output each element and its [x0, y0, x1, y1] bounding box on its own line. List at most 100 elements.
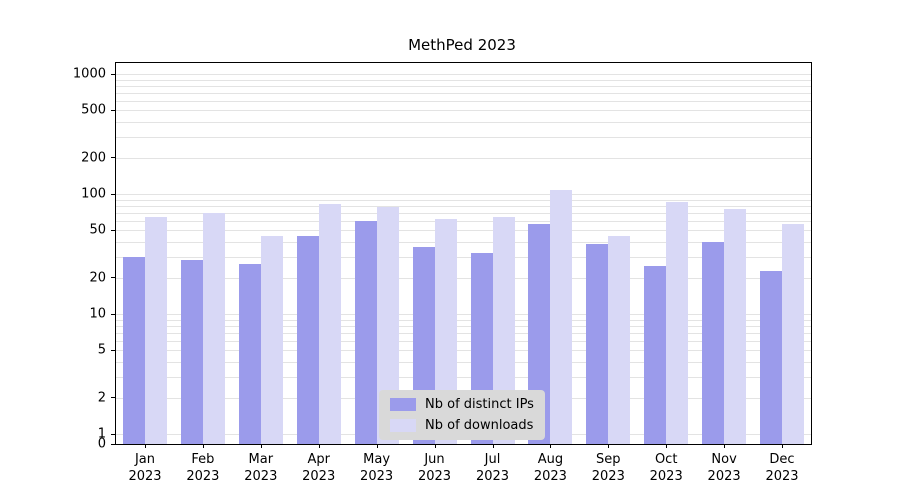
gridline — [116, 92, 811, 94]
gridline — [116, 256, 811, 258]
y-tick-label: 0 — [97, 436, 106, 452]
bar-downloads — [260, 235, 283, 444]
x-tick-mark — [782, 444, 783, 448]
x-tick-label: Sep 2023 — [591, 452, 625, 484]
gridline — [116, 85, 811, 87]
x-tick-label: Oct 2023 — [649, 452, 683, 484]
x-tick-label: Mar 2023 — [244, 452, 278, 484]
y-tick-label: 1000 — [72, 66, 106, 82]
legend: Nb of distinct IPs Nb of downloads — [379, 390, 545, 440]
y-tick-mark — [111, 313, 115, 315]
legend-row-downloads: Nb of downloads — [390, 418, 534, 433]
gridline — [116, 212, 811, 214]
x-tick-mark — [260, 444, 262, 448]
bar-downloads — [202, 213, 225, 444]
y-tick-mark — [111, 193, 115, 195]
y-tick-label: 500 — [81, 102, 106, 118]
x-tick-label: Jan 2023 — [128, 452, 162, 484]
x-tick-mark — [550, 444, 552, 448]
bar-distinct-ips — [644, 266, 667, 444]
bar-downloads — [550, 190, 573, 444]
bar-downloads — [608, 235, 631, 444]
y-tick-mark — [111, 109, 115, 111]
x-tick-mark — [492, 444, 494, 448]
bar-distinct-ips — [702, 241, 725, 444]
x-tick-mark — [608, 444, 610, 448]
gridline — [116, 121, 811, 123]
bar-distinct-ips — [123, 256, 145, 444]
x-tick-mark — [145, 444, 146, 448]
y-tick-mark — [111, 443, 115, 445]
y-tick-label: 10 — [89, 306, 106, 322]
gridline — [116, 74, 811, 75]
x-tick-label: Nov 2023 — [707, 452, 741, 484]
gridline — [116, 361, 811, 363]
gridline — [116, 319, 811, 321]
legend-label-distinct-ips: Nb of distinct IPs — [425, 397, 534, 412]
bar-distinct-ips — [296, 235, 319, 444]
y-tick-label: 5 — [97, 342, 106, 358]
gridline — [116, 340, 811, 342]
y-tick-mark — [111, 157, 115, 159]
bar-downloads — [492, 217, 515, 444]
chart-title: MethPed 2023 — [408, 36, 516, 54]
x-tick-mark — [666, 444, 668, 448]
gridline — [116, 241, 811, 243]
y-tick-label: 50 — [89, 222, 106, 238]
gridline — [116, 157, 811, 159]
x-tick-label: Dec 2023 — [765, 452, 799, 484]
gridline — [116, 230, 811, 232]
y-tick-label: 100 — [81, 186, 106, 202]
y-tick-label: 20 — [89, 270, 106, 286]
gridline — [116, 332, 811, 334]
bar-downloads — [434, 218, 457, 444]
gridline — [116, 376, 811, 378]
bar-distinct-ips — [586, 244, 609, 444]
legend-row-distinct-ips: Nb of distinct IPs — [390, 397, 534, 412]
bar-downloads — [318, 204, 341, 444]
bar-downloads — [145, 216, 167, 444]
y-tick-mark — [111, 73, 115, 75]
gridline — [116, 136, 811, 138]
gridline — [116, 199, 811, 201]
gridline — [116, 220, 811, 222]
gridline — [116, 194, 811, 195]
bar-downloads — [724, 209, 747, 444]
legend-label-downloads: Nb of downloads — [425, 418, 534, 433]
bar-downloads — [666, 201, 689, 444]
x-tick-label: Aug 2023 — [533, 452, 567, 484]
gridline — [116, 350, 811, 352]
gridline — [116, 79, 811, 81]
x-tick-mark — [724, 444, 726, 448]
legend-swatch-downloads — [390, 419, 416, 432]
y-tick-mark — [111, 397, 115, 399]
y-tick-label: 200 — [81, 150, 106, 166]
gridline — [116, 277, 811, 279]
x-tick-mark — [434, 444, 436, 448]
x-tick-mark — [318, 444, 320, 448]
bar-distinct-ips — [180, 260, 203, 444]
y-tick-mark — [111, 277, 115, 279]
bar-distinct-ips — [760, 270, 782, 444]
bar-distinct-ips — [528, 224, 551, 444]
x-tick-label: Apr 2023 — [302, 452, 336, 484]
legend-swatch-distinct-ips — [390, 398, 416, 411]
x-tick-label: Jun 2023 — [417, 452, 452, 484]
x-tick-mark — [376, 444, 378, 448]
gridline — [116, 325, 811, 327]
bar-downloads — [782, 224, 804, 444]
x-tick-mark — [202, 444, 204, 448]
x-tick-label: Feb 2023 — [186, 452, 220, 484]
bar-distinct-ips — [238, 264, 261, 444]
gridline — [116, 100, 811, 102]
y-tick-label: 1 — [97, 426, 106, 442]
gridline — [116, 205, 811, 207]
y-tick-mark — [111, 433, 115, 435]
y-tick-label: 2 — [97, 390, 106, 406]
bar-downloads — [376, 206, 399, 444]
x-tick-label: Jul 2023 — [475, 452, 510, 484]
y-tick-mark — [111, 229, 115, 231]
gridline — [116, 314, 811, 315]
